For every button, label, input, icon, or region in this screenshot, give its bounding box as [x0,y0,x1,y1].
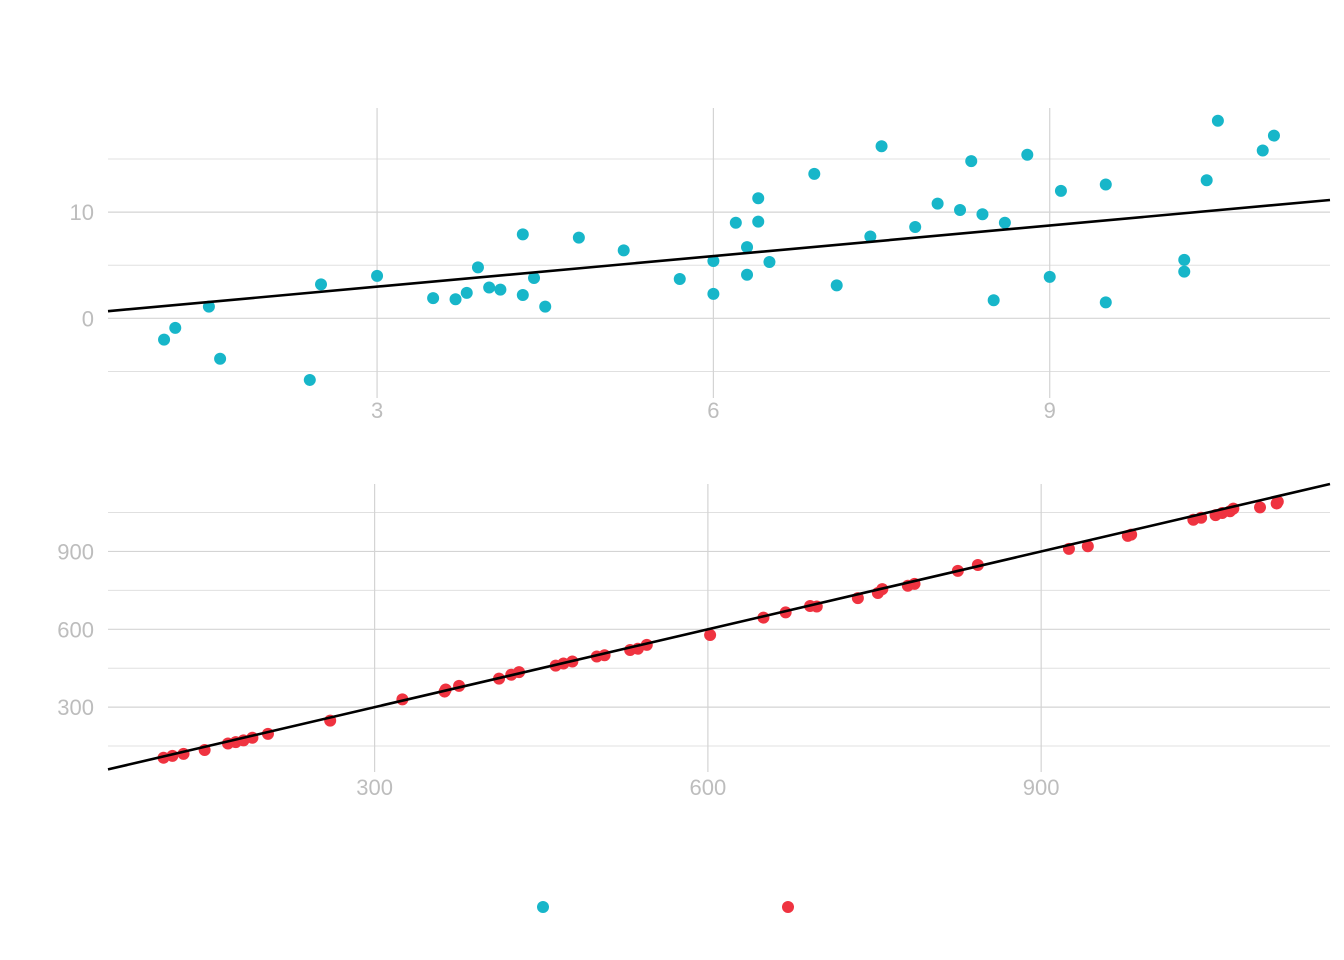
data-point [1271,495,1284,508]
data-point [169,321,182,334]
data-point [1099,296,1112,309]
data-point [1081,540,1094,553]
data-point [752,192,765,205]
data-point [987,294,1000,307]
legend-key [782,901,794,913]
data-point [471,261,484,274]
data-point [1267,129,1280,142]
data-point [572,231,585,244]
y-tick-label: 300 [57,695,94,720]
x-tick-label: 6 [707,398,719,423]
x-tick-label: 3 [371,398,383,423]
data-point [494,283,507,296]
data-point [864,230,877,243]
data-point [1211,114,1224,127]
data-point [704,629,717,642]
data-point [875,140,888,153]
bottom-scatter-panel: 300 600 900 300 600 900 [57,482,1331,800]
data-point [830,279,843,292]
data-point [315,278,328,291]
data-point [202,300,215,313]
data-point [965,155,978,168]
legend-key [537,901,549,913]
legend [537,901,794,913]
data-point [752,215,765,228]
data-point [729,216,742,229]
data-point [539,300,552,313]
regression-line [107,482,1331,771]
data-point [763,256,776,269]
data-point [909,220,922,233]
data-point [516,288,529,301]
data-point [954,203,967,216]
data-point [427,292,440,305]
data-point [1254,501,1267,514]
data-point [976,208,989,221]
y-tick-label: 10 [70,200,94,225]
x-tick-label: 600 [690,775,727,800]
data-point [1054,184,1067,197]
data-point [1099,178,1112,191]
data-point [673,273,686,286]
y-tick-label: 900 [57,539,94,564]
data-point [707,287,720,300]
data-point [516,228,529,241]
data-point [303,373,316,386]
y-tick-label: 0 [82,306,94,331]
data-point [528,271,541,284]
data-point [460,286,473,299]
data-point [449,293,462,306]
data-point [1178,265,1191,278]
x-tick-label: 900 [1023,775,1060,800]
regression-line [107,198,1331,313]
data-point [741,241,754,254]
data-point [1043,270,1056,283]
y-tick-label: 600 [57,617,94,642]
data-point [371,269,384,282]
data-point [741,268,754,281]
data-point [483,281,496,294]
x-tick-label: 9 [1044,398,1056,423]
data-point [158,333,171,346]
data-point [617,244,630,257]
data-point [1200,174,1213,187]
top-scatter-panel: 0 10 3 6 9 [70,108,1331,423]
x-tick-label: 300 [356,775,393,800]
data-point [931,197,944,210]
data-point [1021,148,1034,161]
data-point [707,254,720,267]
data-point [214,352,227,365]
data-point [1178,253,1191,266]
data-point [1256,144,1269,157]
data-point [808,167,821,180]
data-point [998,216,1011,229]
